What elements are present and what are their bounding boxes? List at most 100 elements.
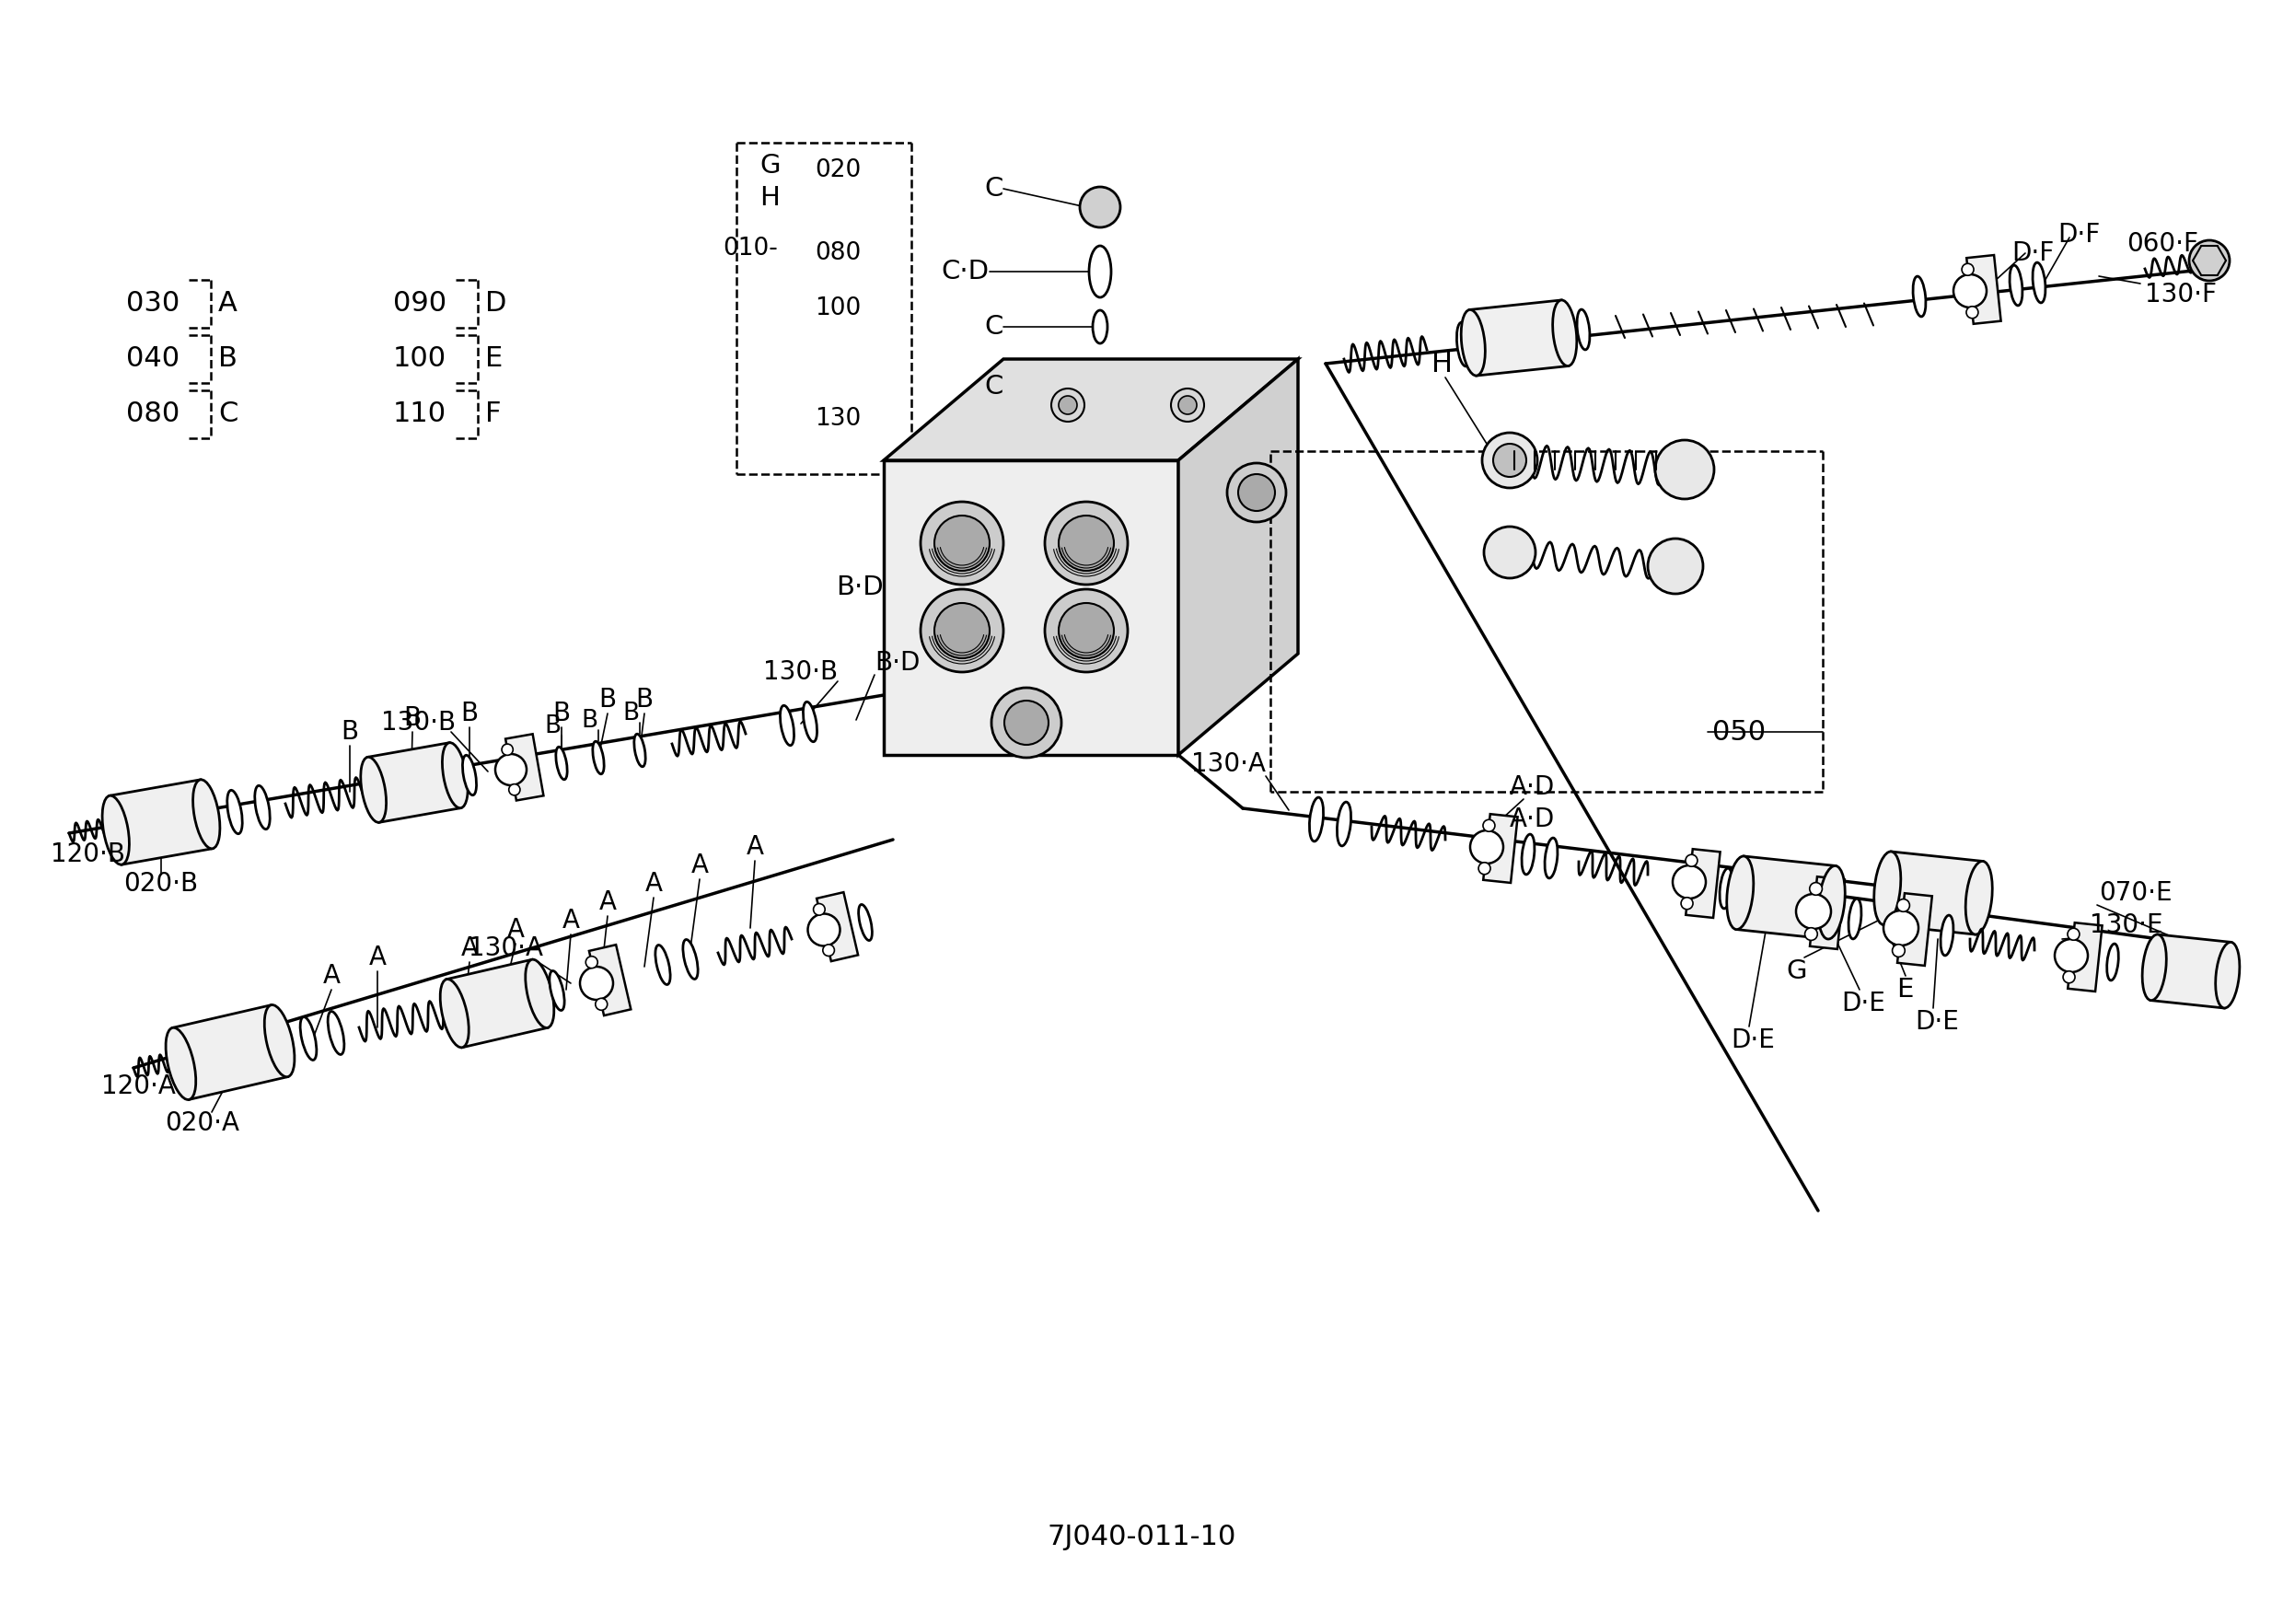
Ellipse shape bbox=[525, 960, 555, 1028]
Ellipse shape bbox=[804, 702, 817, 742]
Text: 040: 040 bbox=[126, 346, 180, 372]
Circle shape bbox=[1966, 307, 1979, 318]
Text: A: A bbox=[644, 870, 662, 896]
Text: 010-: 010- bbox=[724, 237, 779, 260]
Ellipse shape bbox=[555, 747, 566, 780]
Text: 080: 080 bbox=[126, 401, 180, 427]
Circle shape bbox=[1237, 474, 1274, 512]
Circle shape bbox=[1050, 388, 1084, 422]
Ellipse shape bbox=[1094, 310, 1107, 343]
Polygon shape bbox=[884, 359, 1299, 460]
Text: 7J040-011-10: 7J040-011-10 bbox=[1048, 1523, 1235, 1549]
Text: B: B bbox=[340, 719, 358, 745]
Text: 020·A: 020·A bbox=[164, 1111, 240, 1137]
Ellipse shape bbox=[781, 705, 794, 745]
Circle shape bbox=[1797, 893, 1831, 929]
Circle shape bbox=[920, 502, 1005, 585]
Ellipse shape bbox=[1719, 869, 1733, 908]
Ellipse shape bbox=[265, 1005, 295, 1077]
Text: 020: 020 bbox=[815, 159, 861, 182]
Circle shape bbox=[1484, 820, 1495, 831]
Circle shape bbox=[822, 945, 833, 957]
Text: 120·B: 120·B bbox=[50, 841, 126, 867]
Polygon shape bbox=[505, 734, 543, 801]
Text: D·E: D·E bbox=[1915, 1009, 1959, 1034]
Text: C·D: C·D bbox=[941, 258, 989, 284]
Polygon shape bbox=[2151, 934, 2230, 1009]
Polygon shape bbox=[589, 945, 630, 1015]
Text: 130·B: 130·B bbox=[763, 659, 838, 685]
Text: 060·F: 060·F bbox=[2125, 231, 2199, 257]
Text: 120·A: 120·A bbox=[100, 1073, 176, 1099]
Ellipse shape bbox=[550, 971, 564, 1010]
Circle shape bbox=[991, 687, 1062, 758]
Text: B: B bbox=[219, 346, 237, 372]
Circle shape bbox=[1897, 900, 1909, 911]
Circle shape bbox=[1005, 700, 1048, 745]
Circle shape bbox=[1482, 432, 1536, 487]
Ellipse shape bbox=[441, 979, 468, 1047]
Circle shape bbox=[1046, 590, 1128, 672]
Text: 100: 100 bbox=[393, 346, 447, 372]
Text: C: C bbox=[984, 374, 1005, 400]
Text: H: H bbox=[1431, 351, 1452, 377]
Ellipse shape bbox=[1461, 310, 1486, 375]
Ellipse shape bbox=[463, 755, 477, 796]
Text: B: B bbox=[404, 705, 422, 731]
Text: B·D: B·D bbox=[836, 575, 884, 601]
Circle shape bbox=[1484, 526, 1536, 578]
Polygon shape bbox=[1810, 877, 1845, 948]
Circle shape bbox=[2068, 929, 2080, 940]
Text: A: A bbox=[322, 963, 340, 989]
Text: F: F bbox=[484, 401, 502, 427]
Circle shape bbox=[1479, 862, 1491, 874]
Ellipse shape bbox=[594, 741, 605, 775]
Circle shape bbox=[1171, 388, 1203, 422]
Circle shape bbox=[1961, 263, 1975, 276]
Text: 020·B: 020·B bbox=[123, 870, 199, 896]
Text: D·E: D·E bbox=[1840, 991, 1886, 1017]
Text: B: B bbox=[598, 687, 616, 713]
Circle shape bbox=[1059, 603, 1114, 658]
Ellipse shape bbox=[2032, 263, 2046, 302]
Circle shape bbox=[1954, 274, 1986, 307]
Ellipse shape bbox=[1546, 838, 1557, 879]
Ellipse shape bbox=[2215, 942, 2240, 1009]
Text: D: D bbox=[484, 291, 507, 317]
Text: A: A bbox=[507, 918, 525, 942]
Ellipse shape bbox=[1457, 322, 1470, 367]
Circle shape bbox=[495, 754, 527, 786]
Ellipse shape bbox=[1874, 851, 1902, 924]
Circle shape bbox=[2055, 939, 2089, 973]
Polygon shape bbox=[1685, 849, 1719, 918]
Ellipse shape bbox=[361, 757, 386, 822]
Ellipse shape bbox=[301, 1017, 317, 1060]
Ellipse shape bbox=[1966, 861, 1993, 934]
Text: B: B bbox=[580, 710, 598, 732]
Ellipse shape bbox=[1941, 916, 1954, 955]
Circle shape bbox=[1893, 944, 1904, 957]
Text: 080: 080 bbox=[815, 242, 861, 265]
Ellipse shape bbox=[103, 796, 130, 864]
Text: A·D: A·D bbox=[1509, 807, 1555, 831]
Polygon shape bbox=[368, 742, 461, 822]
Circle shape bbox=[1493, 443, 1527, 477]
Ellipse shape bbox=[683, 940, 699, 979]
Text: A: A bbox=[598, 890, 616, 914]
Text: 110: 110 bbox=[393, 401, 447, 427]
Ellipse shape bbox=[1578, 310, 1589, 349]
Ellipse shape bbox=[1552, 300, 1578, 365]
Text: D·F: D·F bbox=[2011, 240, 2055, 266]
Text: E: E bbox=[484, 346, 502, 372]
Ellipse shape bbox=[1523, 835, 1534, 874]
Text: A: A bbox=[368, 945, 386, 971]
Text: 130·A: 130·A bbox=[1192, 752, 1265, 776]
Text: 130·E: 130·E bbox=[2089, 913, 2162, 939]
Text: B: B bbox=[552, 700, 571, 726]
Bar bbox=[1094, 377, 1107, 396]
Polygon shape bbox=[817, 892, 858, 961]
Polygon shape bbox=[174, 1005, 288, 1099]
Circle shape bbox=[1685, 854, 1699, 867]
Ellipse shape bbox=[1310, 797, 1324, 841]
Text: D·F: D·F bbox=[2057, 222, 2100, 247]
